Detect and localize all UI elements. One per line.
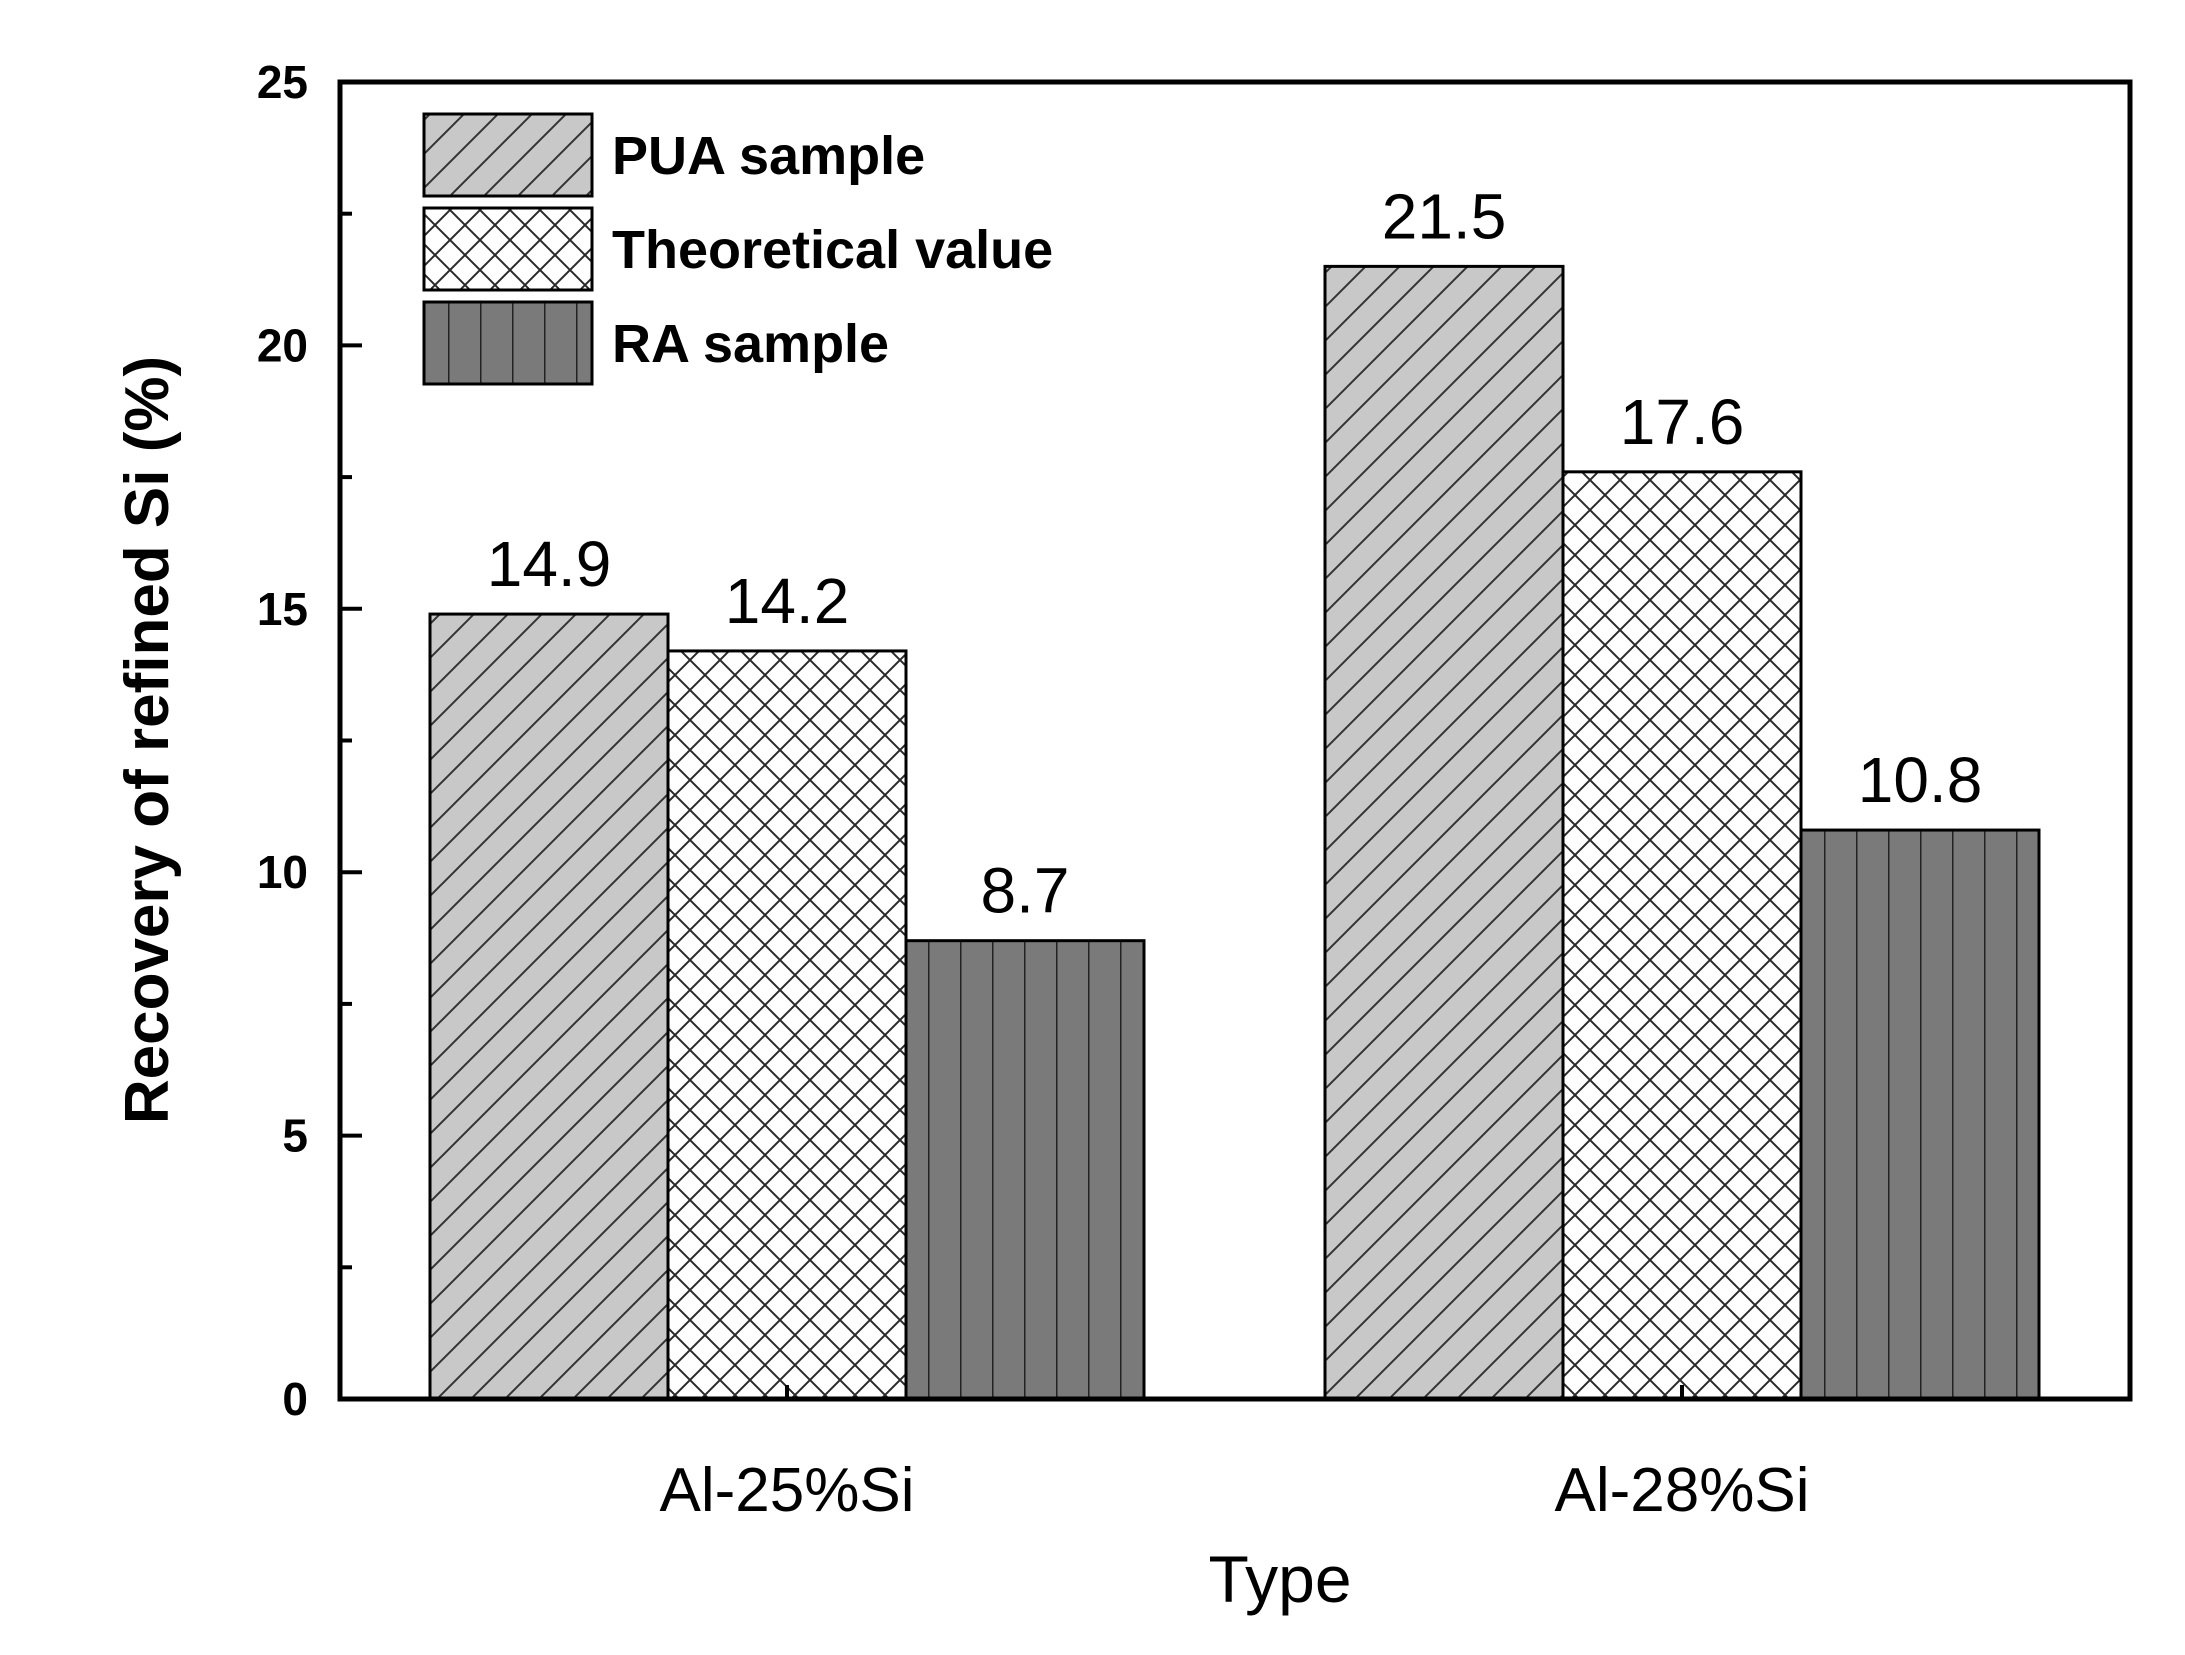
y-tick-label: 0: [282, 1373, 308, 1425]
data-label: 14.9: [487, 528, 612, 600]
bar-ra-sample-al-28-si: [1799, 828, 2041, 1401]
bar-ra-sample-al-25-si: [904, 939, 1146, 1401]
y-tick-label: 15: [257, 583, 308, 635]
legend-label: PUA sample: [612, 126, 925, 186]
data-label: 14.2: [725, 565, 850, 637]
data-label: 21.5: [1382, 180, 1507, 252]
legend-label: Theoretical value: [612, 220, 1053, 280]
y-tick-label: 20: [257, 319, 308, 371]
x-axis: Al-25%Si Al-28%Si: [660, 1385, 1810, 1525]
bar-pua-sample-al-25-si: [428, 612, 670, 1401]
y-axis-title: Recovery of refined Si (%): [113, 356, 182, 1124]
y-axis: 0 5 10 15 20 25: [257, 56, 362, 1425]
legend-label: RA sample: [612, 314, 889, 374]
data-label: 17.6: [1620, 386, 1745, 458]
bar-theoretical-value-al-25-si: [666, 649, 908, 1401]
data-labels-group: 14.9 14.2 8.7 21.5 17.6 10.8: [487, 180, 1983, 926]
data-label: 8.7: [981, 855, 1070, 927]
y-tick-label: 5: [282, 1110, 308, 1162]
x-axis-title: Type: [1208, 1542, 1351, 1616]
bars-group: [428, 264, 2041, 1401]
x-tick-label: Al-25%Si: [660, 1456, 915, 1525]
legend: PUA sample Theoretical value RA sample: [422, 112, 1053, 386]
legend-swatch-ra-sample: [422, 300, 594, 386]
data-label: 10.8: [1858, 744, 1983, 816]
y-tick-label: 25: [257, 56, 308, 108]
x-tick-label: Al-28%Si: [1555, 1456, 1810, 1525]
bar-pua-sample-al-28-si: [1323, 264, 1565, 1401]
y-tick-label: 10: [257, 846, 308, 898]
bar-theoretical-value-al-28-si: [1561, 470, 1803, 1401]
legend-swatch-theoretical-value: [422, 206, 594, 292]
legend-swatch-pua-sample: [422, 112, 594, 198]
